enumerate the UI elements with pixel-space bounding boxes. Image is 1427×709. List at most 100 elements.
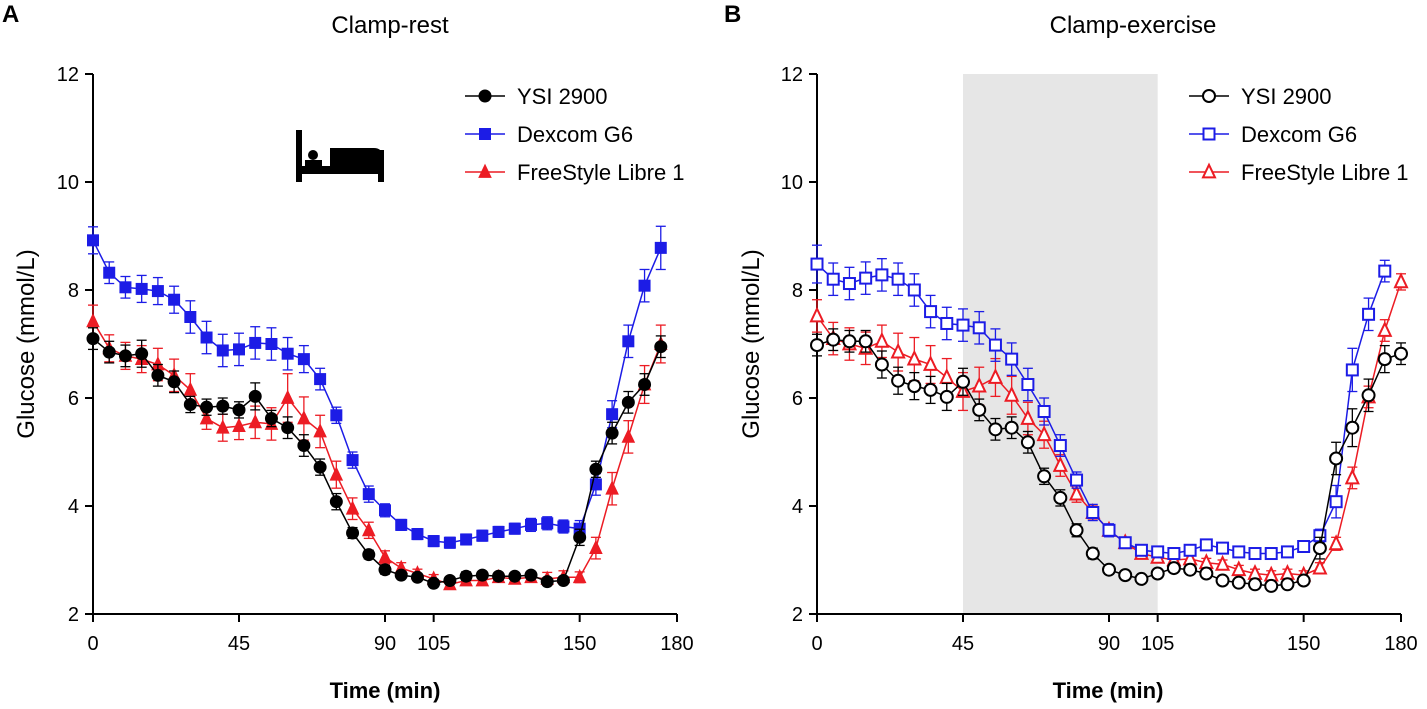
data-point <box>1361 388 1376 403</box>
data-point <box>216 344 229 357</box>
x-tick-label: 150 <box>1287 633 1320 655</box>
data-point <box>215 419 230 434</box>
y-tick-label: 2 <box>792 604 803 626</box>
data-point <box>988 422 1003 437</box>
data-point <box>87 234 99 247</box>
data-point <box>346 526 360 540</box>
plot-a: 2 4 6 8 10 12 0 45 90 105 150 180 YSI 2900 Dexcom G6 F… <box>57 64 694 655</box>
data-point <box>460 533 473 546</box>
data-point <box>1070 473 1084 487</box>
data-point <box>988 338 1002 352</box>
x-tick-label: 0 <box>811 633 822 655</box>
data-point <box>1312 541 1327 556</box>
data-point <box>589 478 602 491</box>
chart-plots: 2 4 6 8 10 12 0 45 90 105 150 180 YSI 2900 Dexcom G6 F… <box>57 64 1418 655</box>
data-point <box>1248 547 1262 561</box>
data-point <box>605 480 619 495</box>
data-point <box>1150 566 1165 581</box>
panel-b: B Clamp-exercise Time (min) Glucose (mmo… <box>724 1 1216 703</box>
data-point <box>939 367 955 384</box>
data-point <box>345 500 360 515</box>
data-point <box>525 518 537 531</box>
panel-letter-b: B <box>724 1 741 28</box>
data-point <box>907 283 921 297</box>
data-point <box>972 321 986 335</box>
data-point <box>1344 468 1360 485</box>
data-point <box>1214 554 1231 571</box>
data-point <box>875 268 889 282</box>
legend-item: YSI 2900 <box>1189 84 1332 109</box>
data-point <box>1134 571 1149 586</box>
series-line <box>92 338 662 584</box>
data-point <box>1345 420 1360 435</box>
data-point <box>232 417 246 432</box>
data-point <box>362 548 376 562</box>
y-tick-label: 8 <box>68 280 79 302</box>
legend-item: Dexcom G6 <box>465 122 633 147</box>
data-point <box>842 334 857 349</box>
data-point <box>956 318 970 332</box>
data-point <box>906 349 922 366</box>
legend: YSI 2900 Dexcom G6 FreeStyle Libre 1 <box>465 84 685 185</box>
data-point <box>1086 505 1100 519</box>
data-point <box>1378 264 1392 278</box>
legend-label: FreeStyle Libre 1 <box>1241 160 1409 185</box>
data-point <box>1036 425 1052 442</box>
data-point <box>638 378 652 391</box>
y-tick-label: 2 <box>68 604 79 626</box>
data-point <box>427 535 440 548</box>
data-point <box>118 349 132 363</box>
bed-icon <box>296 130 384 182</box>
data-point <box>940 316 954 330</box>
data-point <box>606 408 619 421</box>
data-point <box>443 536 456 549</box>
data-point <box>362 488 375 501</box>
x-tick-label: 45 <box>952 633 974 655</box>
data-point <box>1216 541 1230 555</box>
data-point <box>1377 320 1393 337</box>
data-point <box>281 347 294 360</box>
legend-label: FreeStyle Libre 1 <box>517 160 685 185</box>
series-ysi-2900 <box>810 328 1408 593</box>
x-tick-label: 180 <box>660 633 693 655</box>
data-point <box>281 421 295 435</box>
panel-a-title: Clamp-rest <box>331 12 449 39</box>
panel-a: A Clamp-rest Time (min) Glucose (mmol/L) <box>2 1 449 703</box>
data-point <box>1280 545 1294 559</box>
data-point <box>1102 523 1116 537</box>
data-point <box>1069 523 1084 538</box>
data-point <box>1037 405 1051 418</box>
data-point <box>183 381 198 396</box>
data-point <box>297 353 310 366</box>
data-point <box>1183 543 1197 557</box>
data-point <box>427 576 441 590</box>
data-point <box>621 395 635 409</box>
data-point <box>1102 562 1116 577</box>
legend-label: Dexcom G6 <box>517 122 633 147</box>
data-point <box>654 340 668 354</box>
data-point <box>638 279 651 292</box>
y-tick-label: 6 <box>68 388 79 410</box>
data-point <box>313 423 327 438</box>
legend-label: Dexcom G6 <box>1241 122 1357 147</box>
data-point <box>1053 490 1068 505</box>
data-point <box>1134 543 1148 557</box>
data-point <box>809 306 825 323</box>
y-tick-label: 12 <box>781 64 803 86</box>
data-point <box>1264 578 1279 593</box>
y-tick-label: 10 <box>781 172 803 194</box>
data-point <box>622 335 635 348</box>
series-freestyle-libre-1 <box>86 304 668 591</box>
x-tick-label: 90 <box>374 633 396 655</box>
legend-label: YSI 2900 <box>1241 84 1332 109</box>
data-point <box>1248 577 1262 592</box>
data-point <box>1020 408 1036 425</box>
data-point <box>1020 435 1035 450</box>
data-point <box>329 466 344 481</box>
data-point <box>1199 538 1213 552</box>
data-point <box>1231 575 1246 590</box>
legend-marker <box>478 163 492 178</box>
data-point <box>541 517 554 530</box>
panel-b-y-axis-title: Glucose (mmol/L) <box>738 249 765 438</box>
data-point <box>524 568 538 582</box>
